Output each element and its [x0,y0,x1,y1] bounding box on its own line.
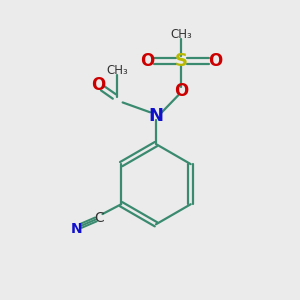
Text: N: N [148,107,164,125]
Text: O: O [91,76,105,94]
Text: CH₃: CH₃ [106,64,128,77]
Text: S: S [175,52,188,70]
Text: O: O [174,82,188,100]
Text: CH₃: CH₃ [170,28,192,41]
Text: O: O [140,52,154,70]
Text: N: N [71,222,82,236]
Text: C: C [94,211,104,225]
Text: O: O [208,52,223,70]
